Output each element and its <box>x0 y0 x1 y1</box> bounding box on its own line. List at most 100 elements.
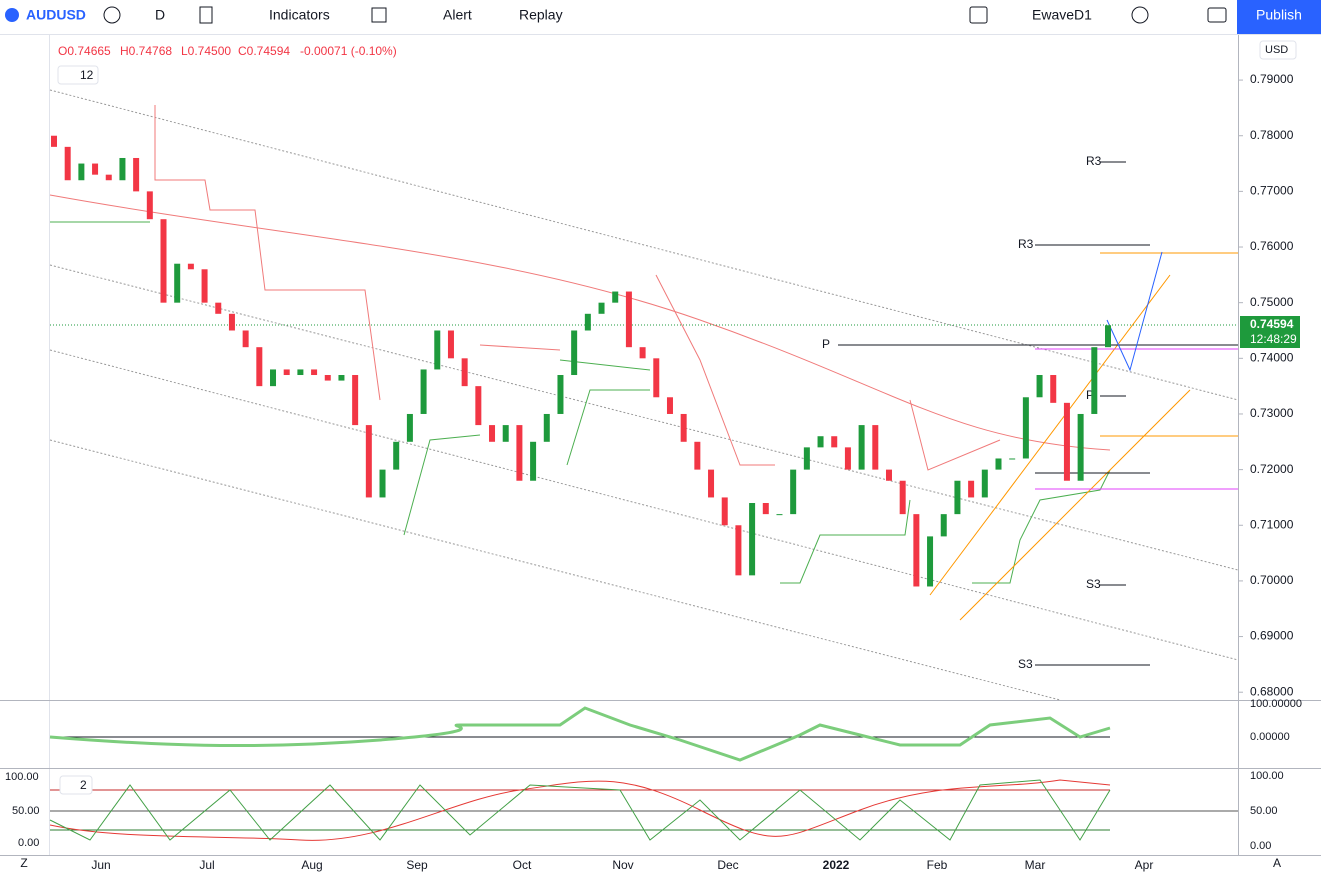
price-tick-label: 0.72000 <box>1250 462 1294 476</box>
candle-body <box>694 441 701 470</box>
channel-line <box>49 439 1061 701</box>
layout-name[interactable]: EwaveD1 <box>1032 7 1092 23</box>
candle-body <box>406 413 413 442</box>
candle-body <box>543 413 550 442</box>
price-tick-label: 0.78000 <box>1250 128 1294 142</box>
currency[interactable]: USD <box>1265 44 1288 56</box>
candle-body <box>92 163 99 175</box>
candle-body <box>1009 458 1016 460</box>
snapshot-icon[interactable] <box>1207 7 1227 23</box>
osc-badge-count[interactable]: 2 <box>80 778 87 792</box>
corner-label[interactable]: A <box>1273 856 1281 870</box>
candle-body <box>844 447 851 470</box>
candle-body <box>762 503 769 515</box>
price-tick-label: 0.68000 <box>1250 684 1294 698</box>
candle-body <box>201 269 208 303</box>
osc-left-scale: 100.00 <box>5 771 39 783</box>
candle-body <box>625 291 632 348</box>
oscillator-2 <box>49 779 1238 841</box>
add-icon[interactable] <box>103 6 121 24</box>
symbol[interactable]: AUDUSD <box>26 7 86 23</box>
candle-body <box>885 469 892 481</box>
price-tick-label: 0.74000 <box>1250 350 1294 364</box>
projection-arrow <box>1106 251 1163 372</box>
candle-body <box>105 174 112 181</box>
candle-body <box>447 330 454 359</box>
candle-body <box>393 441 400 470</box>
stoch-d <box>49 779 1111 841</box>
candle-body <box>174 263 181 303</box>
candle-body <box>639 347 646 359</box>
candle-body <box>338 375 345 381</box>
candle-body <box>187 263 194 270</box>
price-tick-label: 0.76000 <box>1250 239 1294 253</box>
osc-scale: 100.00000 <box>1250 698 1302 710</box>
candle-body <box>940 514 947 537</box>
fullscreen-icon[interactable] <box>969 6 988 24</box>
candle-body <box>297 369 304 376</box>
pivot-line <box>838 161 1238 666</box>
overlays <box>49 89 1239 701</box>
candle-body <box>612 291 619 303</box>
time-tick-label: Feb <box>927 858 948 872</box>
countdown: 12:48:29 <box>1250 332 1297 346</box>
candle-body <box>502 425 509 442</box>
price-tick-label: 0.79000 <box>1250 72 1294 86</box>
interval[interactable]: D <box>155 7 165 23</box>
price-tick-label: 0.69000 <box>1250 629 1294 643</box>
candle-body <box>516 425 523 481</box>
flag-icon <box>5 8 19 22</box>
time-tick-label: Sep <box>406 858 428 872</box>
moving-average <box>49 194 1111 451</box>
indicator-badge[interactable] <box>57 65 99 85</box>
supertrend-up <box>403 389 1111 584</box>
candle-body <box>776 514 783 516</box>
templates-icon[interactable] <box>371 7 387 23</box>
alert[interactable]: Alert <box>443 7 472 23</box>
toolbar <box>0 0 1321 34</box>
publish-label[interactable]: Publish <box>1256 7 1302 23</box>
corner-label[interactable]: Z <box>20 856 27 870</box>
candle-body <box>1036 375 1043 398</box>
candle-body <box>817 436 824 448</box>
candle-body <box>584 313 591 331</box>
osc-badge[interactable] <box>59 775 93 795</box>
oscillator-1 <box>49 706 1111 762</box>
pivot-label: R3 <box>1018 237 1034 251</box>
publish-button[interactable] <box>1237 0 1321 34</box>
time-tick-label: Dec <box>717 858 738 872</box>
replay[interactable]: Replay <box>519 7 563 23</box>
osc-scale: 100.00 <box>1250 770 1284 782</box>
currency-box[interactable] <box>1259 40 1297 60</box>
chart-type-icon[interactable] <box>199 6 213 24</box>
ohlc-low: L0.74500 <box>181 44 231 58</box>
supertrend-down <box>154 105 1001 471</box>
indicator-count[interactable]: 12 <box>80 68 94 82</box>
settings-icon[interactable] <box>1131 6 1149 24</box>
candle-body <box>283 369 290 376</box>
candle-body <box>420 369 427 414</box>
candle-body <box>324 375 331 381</box>
time-tick-label: Aug <box>301 858 322 872</box>
candle-body <box>872 425 879 470</box>
time-tick-label: Jun <box>91 858 110 872</box>
candle-body <box>1105 325 1111 348</box>
price-tick-label: 0.70000 <box>1250 573 1294 587</box>
oscillator-line <box>49 706 1111 762</box>
candle-body <box>995 458 1002 470</box>
candle-body <box>968 480 975 498</box>
candle-body <box>721 497 728 526</box>
ohlc-change: -0.00071 (-0.10%) <box>300 44 397 58</box>
candle-body <box>1063 402 1070 481</box>
channel-line <box>49 264 1239 571</box>
indicators[interactable]: Indicators <box>269 7 330 23</box>
candle-body <box>1077 413 1084 481</box>
pivot-label: S3 <box>1086 577 1101 591</box>
osc-scale: 0.00 <box>1250 840 1271 852</box>
candle-body <box>927 536 934 587</box>
osc-left-scale: 0.00 <box>18 837 39 849</box>
osc-left-scale: 50.00 <box>12 805 40 817</box>
candle-body <box>64 146 71 181</box>
candle-body <box>119 157 126 181</box>
